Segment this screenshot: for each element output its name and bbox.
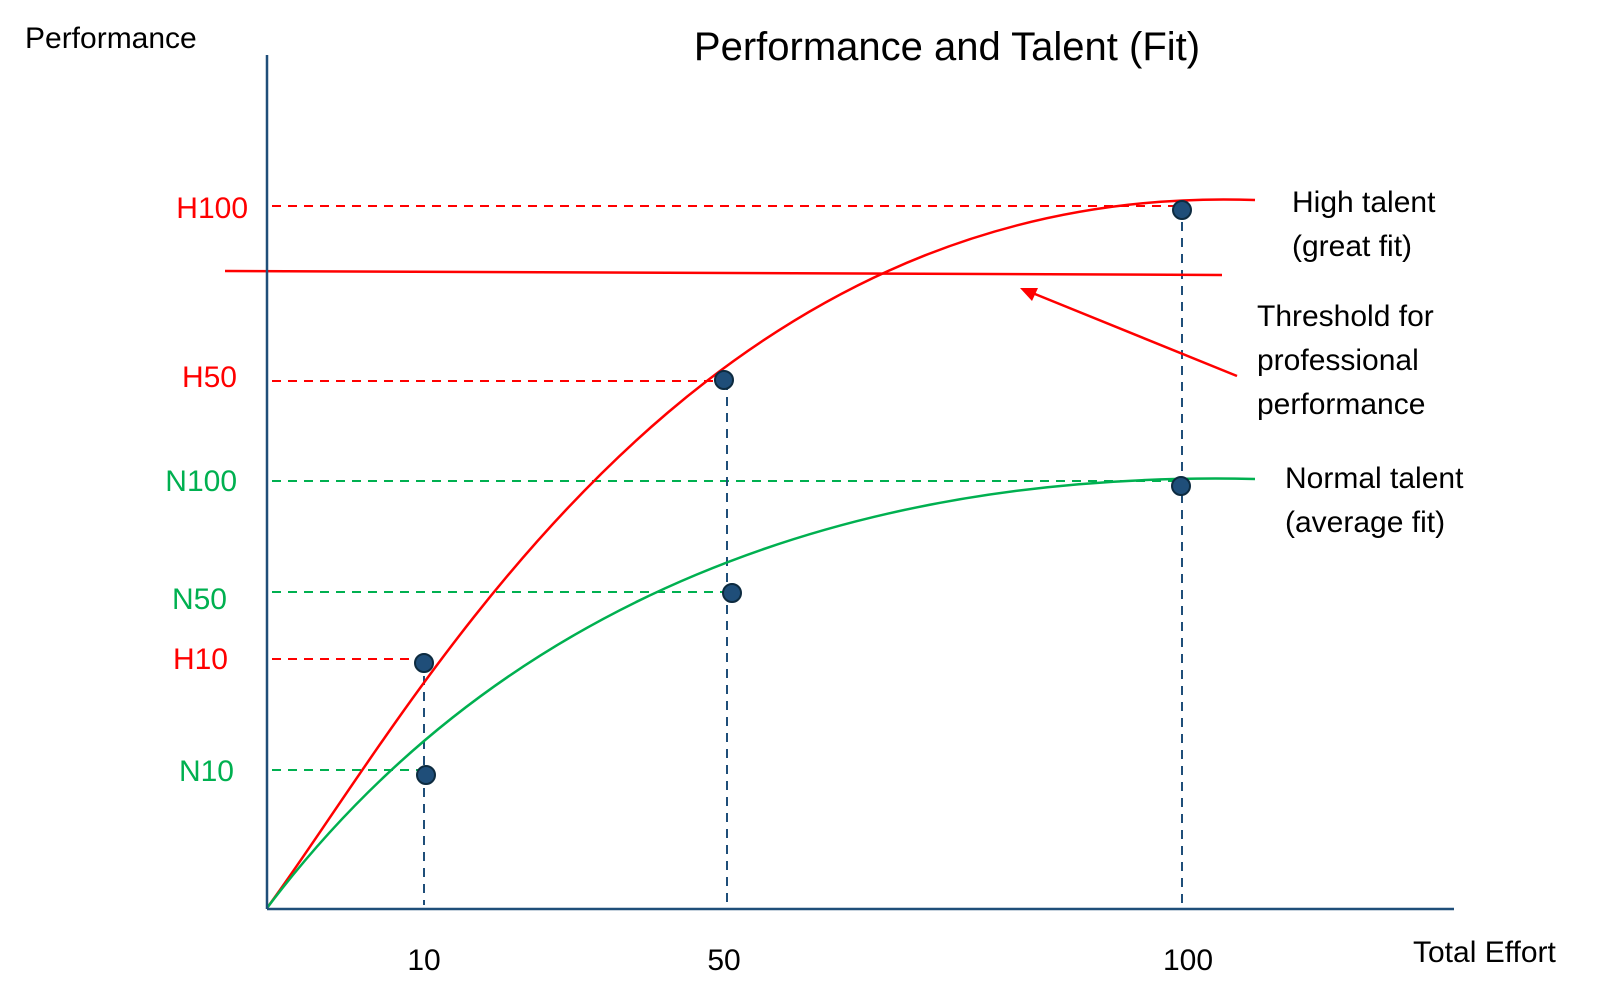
x-tick-100: 100 — [1163, 944, 1213, 977]
x-tick-10: 10 — [407, 944, 440, 977]
x-axis-label: Total Effort — [1413, 936, 1557, 969]
point-n10 — [416, 765, 436, 785]
threshold-label-line2: professional — [1257, 344, 1419, 377]
point-h100 — [1172, 200, 1192, 220]
point-n50 — [722, 583, 742, 603]
point-n100 — [1171, 476, 1191, 496]
normal-talent-label-line1: Normal talent — [1285, 462, 1464, 495]
level-label-h100: H100 — [176, 192, 248, 225]
level-label-n100: N100 — [165, 465, 237, 498]
level-label-n10: N10 — [179, 755, 234, 788]
vertical-guides — [423, 206, 1183, 905]
y-axis-label: Performance — [25, 22, 197, 55]
axes — [265, 55, 1454, 911]
threshold-line — [224, 269, 1223, 277]
level-label-h10: H10 — [173, 643, 228, 676]
point-h50 — [714, 370, 734, 390]
high-talent-label-line2: (great fit) — [1292, 230, 1412, 263]
high-talent-label-line1: High talent — [1292, 186, 1436, 219]
x-tick-50: 50 — [707, 944, 740, 977]
normal-talent-label-line2: (average fit) — [1285, 506, 1445, 539]
high-talent-curve — [265, 198, 1256, 909]
level-label-h50: H50 — [182, 361, 237, 394]
level-label-n50: N50 — [172, 583, 227, 616]
threshold-label-line1: Threshold for — [1257, 300, 1434, 333]
normal-talent-curve — [266, 477, 1256, 909]
arrow-head — [1020, 288, 1038, 301]
threshold-label-line3: performance — [1257, 388, 1425, 421]
threshold-arrow — [1020, 288, 1238, 378]
point-h10 — [414, 653, 434, 673]
data-points — [414, 200, 1192, 785]
chart-title: Performance and Talent (Fit) — [694, 25, 1200, 69]
